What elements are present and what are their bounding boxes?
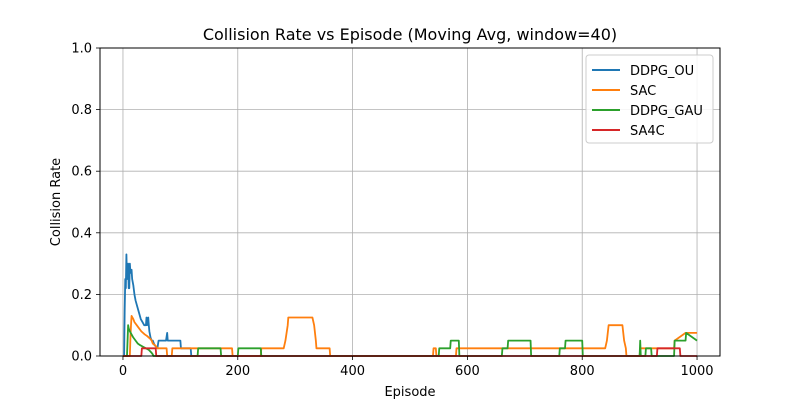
x-tick-label: 200 <box>225 364 250 379</box>
legend-label-ddpg-gau: DDPG_GAU <box>630 104 703 119</box>
y-tick-label: 1.0 <box>71 42 92 57</box>
x-tick-label: 600 <box>455 364 480 379</box>
y-axis-ticks: 0.0 0.2 0.4 0.6 0.8 1.0 <box>71 42 100 365</box>
legend-label-sac: SAC <box>630 84 656 99</box>
x-axis-ticks: 0 200 400 600 800 1000 <box>119 356 714 379</box>
x-tick-label: 400 <box>340 364 365 379</box>
y-tick-label: 0.4 <box>71 226 92 241</box>
legend-box <box>585 54 714 144</box>
legend-label-ddpg-ou: DDPG_OU <box>630 64 694 79</box>
plot-frame <box>99 47 721 357</box>
series-line-sac <box>122 315 698 357</box>
x-axis-label: Episode <box>384 385 435 400</box>
series-line-ddpg-ou <box>122 253 238 357</box>
y-tick-label: 0.8 <box>71 103 92 118</box>
y-axis-label: Collision Rate <box>49 158 64 246</box>
chart-title: Collision Rate vs Episode (Moving Avg, w… <box>203 25 617 44</box>
legend: DDPG_OU SAC DDPG_GAU SA4C <box>585 54 714 144</box>
x-tick-label: 800 <box>570 364 595 379</box>
x-tick-label: 1000 <box>680 364 713 379</box>
y-tick-label: 0.0 <box>71 350 92 365</box>
y-tick-label: 0.6 <box>71 165 92 180</box>
legend-label-sa4c: SA4C <box>630 124 665 139</box>
y-tick-label: 0.2 <box>71 288 92 303</box>
x-tick-label: 0 <box>119 364 127 379</box>
